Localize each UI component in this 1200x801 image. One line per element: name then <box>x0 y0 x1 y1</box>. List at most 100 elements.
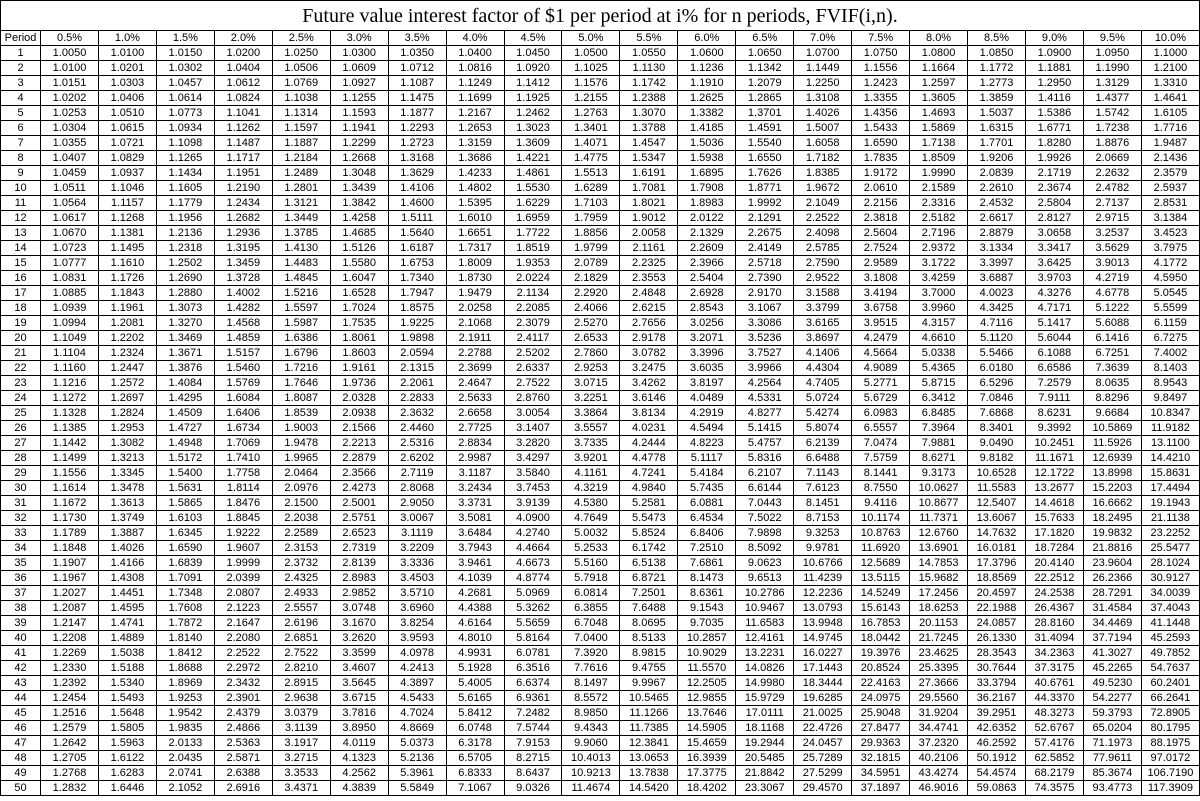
value-cell: 37.1897 <box>852 781 910 796</box>
value-cell: 12.2505 <box>678 676 736 691</box>
value-cell: 6.2107 <box>736 466 794 481</box>
value-cell: 1.7835 <box>852 151 910 166</box>
value-cell: 2.5404 <box>678 271 736 286</box>
value-cell: 1.6753 <box>388 256 446 271</box>
value-cell: 1.5580 <box>330 256 388 271</box>
value-cell: 6.7048 <box>562 616 620 631</box>
value-cell: 4.4778 <box>620 451 678 466</box>
value-cell: 1.7626 <box>736 166 794 181</box>
value-cell: 1.3701 <box>736 106 794 121</box>
value-cell: 4.3839 <box>330 781 388 796</box>
value-cell: 1.6895 <box>678 166 736 181</box>
value-cell: 8.9850 <box>562 706 620 721</box>
table-row: 491.27681.62832.07412.63883.35334.25625.… <box>1 766 1200 781</box>
value-cell: 1.0920 <box>504 61 562 76</box>
value-cell: 34.4469 <box>1083 616 1141 631</box>
value-cell: 11.4674 <box>562 781 620 796</box>
table-row: 231.12161.25721.40841.57691.76461.97362.… <box>1 376 1200 391</box>
period-cell: 36 <box>1 571 41 586</box>
value-cell: 1.0404 <box>214 61 272 76</box>
value-cell: 3.2251 <box>562 391 620 406</box>
value-cell: 1.1848 <box>41 541 99 556</box>
value-cell: 4.4388 <box>446 601 504 616</box>
value-cell: 23.9604 <box>1083 556 1141 571</box>
value-cell: 2.3699 <box>446 361 504 376</box>
rate-header: 10.0% <box>1141 31 1199 46</box>
value-cell: 1.3310 <box>1141 76 1199 91</box>
period-cell: 3 <box>1 76 41 91</box>
value-cell: 6.8406 <box>678 526 736 541</box>
value-cell: 2.5751 <box>330 511 388 526</box>
value-cell: 1.0407 <box>41 151 99 166</box>
value-cell: 4.3219 <box>562 481 620 496</box>
value-cell: 6.0881 <box>678 496 736 511</box>
value-cell: 1.6047 <box>330 271 388 286</box>
value-cell: 1.8021 <box>620 196 678 211</box>
value-cell: 5.2136 <box>388 751 446 766</box>
value-cell: 1.2299 <box>330 136 388 151</box>
value-cell: 1.8519 <box>504 241 562 256</box>
value-cell: 6.3855 <box>562 601 620 616</box>
value-cell: 8.1451 <box>794 496 852 511</box>
value-cell: 4.3897 <box>388 676 446 691</box>
value-cell: 24.0975 <box>852 691 910 706</box>
value-cell: 2.1315 <box>388 361 446 376</box>
value-cell: 2.6617 <box>968 211 1026 226</box>
value-cell: 1.3788 <box>620 121 678 136</box>
value-cell: 11.1266 <box>620 706 678 721</box>
value-cell: 1.9225 <box>388 316 446 331</box>
value-cell: 1.2447 <box>98 361 156 376</box>
value-cell: 88.1975 <box>1141 736 1199 751</box>
value-cell: 5.6729 <box>852 391 910 406</box>
value-cell: 3.9703 <box>1025 271 1083 286</box>
value-cell: 2.2609 <box>678 241 736 256</box>
value-cell: 4.8669 <box>388 721 446 736</box>
value-cell: 1.2136 <box>156 226 214 241</box>
value-cell: 7.0443 <box>736 496 794 511</box>
value-cell: 10.1174 <box>852 511 910 526</box>
period-cell: 33 <box>1 526 41 541</box>
value-cell: 11.6583 <box>736 616 794 631</box>
value-cell: 49.7852 <box>1141 646 1199 661</box>
value-cell: 117.3909 <box>1141 781 1199 796</box>
value-cell: 1.3270 <box>156 316 214 331</box>
rate-header: 8.5% <box>968 31 1026 46</box>
value-cell: 2.0435 <box>156 751 214 766</box>
value-cell: 8.6361 <box>678 586 736 601</box>
value-cell: 9.8497 <box>1141 391 1199 406</box>
value-cell: 2.2038 <box>272 511 330 526</box>
value-cell: 1.3073 <box>156 301 214 316</box>
value-cell: 1.5111 <box>388 211 446 226</box>
value-cell: 16.3939 <box>678 751 736 766</box>
value-cell: 1.1046 <box>98 181 156 196</box>
value-cell: 7.1067 <box>446 781 504 796</box>
period-cell: 22 <box>1 361 41 376</box>
value-cell: 4.8223 <box>678 436 736 451</box>
value-cell: 1.3671 <box>156 346 214 361</box>
value-cell: 6.0781 <box>504 646 562 661</box>
value-cell: 1.8856 <box>562 226 620 241</box>
table-title: Future value interest factor of $1 per p… <box>0 0 1200 30</box>
table-row: 141.07231.14951.23181.31951.41301.51261.… <box>1 241 1200 256</box>
value-cell: 1.1104 <box>41 346 99 361</box>
value-cell: 4.2413 <box>388 661 446 676</box>
rate-header: 5.5% <box>620 31 678 46</box>
value-cell: 3.1407 <box>504 421 562 436</box>
value-cell: 8.7153 <box>794 511 852 526</box>
period-cell: 28 <box>1 451 41 466</box>
value-cell: 1.5865 <box>156 496 214 511</box>
value-cell: 17.0111 <box>736 706 794 721</box>
value-cell: 1.5037 <box>968 106 1026 121</box>
value-cell: 2.5182 <box>910 211 968 226</box>
value-cell: 3.4194 <box>852 286 910 301</box>
value-cell: 3.6484 <box>446 526 504 541</box>
value-cell: 15.6143 <box>852 601 910 616</box>
value-cell: 2.1134 <box>504 286 562 301</box>
value-cell: 2.7725 <box>446 421 504 436</box>
value-cell: 1.7722 <box>504 226 562 241</box>
value-cell: 1.1038 <box>272 91 330 106</box>
value-cell: 5.1120 <box>968 331 1026 346</box>
value-cell: 1.0829 <box>98 151 156 166</box>
value-cell: 1.2027 <box>41 586 99 601</box>
value-cell: 21.0025 <box>794 706 852 721</box>
